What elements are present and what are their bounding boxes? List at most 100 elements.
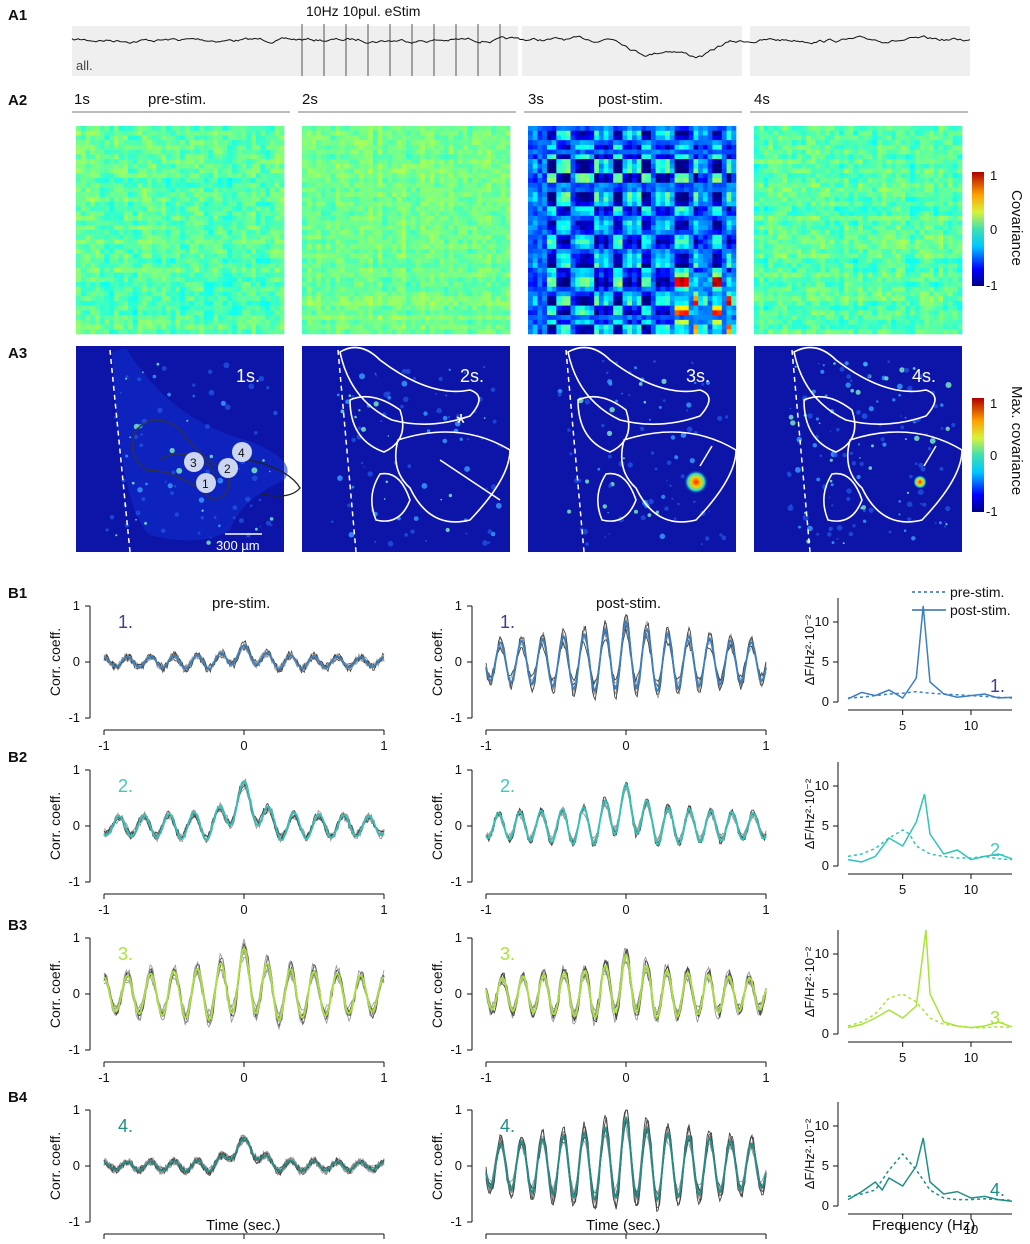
corr-plot-row2-post: 1 0 -1 -1 0 1 Corr. coeff. 2. [429, 762, 770, 917]
x-tick-label: 0 [240, 738, 247, 753]
a2-cbar-title: Covariance [1008, 190, 1025, 266]
legend-post-label: post-stim. [950, 602, 1011, 618]
mean-trace-line [103, 779, 385, 841]
psd-post-line [847, 929, 1013, 1029]
y-tick-label: 0 [822, 694, 829, 709]
a2-sec-2: 2s [302, 91, 318, 108]
single-trace-line [485, 1117, 767, 1205]
y-tick-label: 5 [822, 1158, 829, 1173]
x-tick-label: 10 [964, 1222, 978, 1237]
row-number-label: 3. [500, 944, 515, 964]
psd-y-axis-label: ΔF/Hz²·10⁻² [802, 946, 817, 1017]
y-tick-label: -1 [68, 1042, 80, 1057]
a2-matrix-4 [754, 126, 963, 335]
panel-label-b1: B1 [8, 585, 27, 602]
b-legend: pre-stim. post-stim. [912, 584, 1011, 618]
single-trace-line [103, 938, 385, 1031]
y-tick-label: -1 [450, 874, 462, 889]
y-tick-label: 0 [822, 1026, 829, 1041]
y-tick-label: -1 [68, 1214, 80, 1229]
row-number-label: 2. [118, 776, 133, 796]
a2-matrix-2 [302, 126, 511, 335]
y-tick-label: 0 [455, 986, 462, 1001]
corr-plot-row3-pre: 1 0 -1 -1 0 1 Corr. coeff. 3. [47, 930, 388, 1085]
single-trace-line [485, 1116, 767, 1202]
y-tick-label: 0 [455, 654, 462, 669]
psd-row-number: 3. [990, 1008, 1005, 1028]
y-tick-label: -1 [68, 710, 80, 725]
x-tick-label: 1 [380, 1242, 387, 1244]
a3-roi-2: 2 [224, 462, 231, 476]
a2-matrix-3 [528, 126, 737, 335]
single-trace-line [485, 1117, 767, 1202]
corr-plot-row4-post: 1 0 -1 -1 0 1 Corr. coeff. 4. [429, 1102, 770, 1244]
row-number-label: 3. [118, 944, 133, 964]
psd-y-axis-label: ΔF/Hz²·10⁻² [802, 1118, 817, 1189]
row-number-label: 1. [118, 612, 133, 632]
corr-plot-row2-pre: 1 0 -1 -1 0 1 Corr. coeff. 2. [47, 762, 388, 917]
single-trace-line [485, 1120, 767, 1202]
single-trace-line [485, 628, 767, 686]
x-tick-label: -1 [480, 902, 492, 917]
single-trace-line [103, 778, 385, 844]
panel-label-a2: A2 [8, 92, 27, 109]
x-tick-label: 1 [762, 738, 769, 753]
x-tick-label: -1 [480, 1242, 492, 1244]
x-tick-label: 10 [964, 1050, 978, 1065]
a2-cbar-tick-bot: -1 [986, 278, 998, 293]
b-xlabel-time-pre: Time (sec.) [206, 1217, 280, 1234]
b-col-title-post: post-stim. [596, 595, 661, 612]
y-tick-label: 5 [822, 986, 829, 1001]
y-axis-label: Corr. coeff. [47, 960, 63, 1028]
y-tick-label: -1 [450, 1214, 462, 1229]
a2-cbar-tick-top: 1 [990, 168, 997, 183]
single-trace-line [485, 949, 767, 1022]
y-tick-label: 5 [822, 818, 829, 833]
y-tick-label: 0 [73, 1158, 80, 1173]
x-tick-label: -1 [98, 738, 110, 753]
x-tick-label: 0 [622, 1242, 629, 1244]
a2-cbar-tick-mid: 0 [990, 222, 997, 237]
psd-post-line [847, 793, 1013, 863]
x-tick-label: 0 [622, 902, 629, 917]
legend-pre-label: pre-stim. [950, 584, 1004, 600]
x-tick-label: -1 [480, 1070, 492, 1085]
mean-trace-line [103, 946, 385, 1022]
x-tick-label: 0 [240, 1242, 247, 1244]
mean-trace-line [103, 1137, 385, 1173]
x-tick-label: 1 [380, 902, 387, 917]
a3-roi-4: 4 [238, 446, 245, 460]
single-trace-line [485, 958, 767, 1015]
b-xlabel-time-post: Time (sec.) [586, 1217, 660, 1234]
y-axis-label: Corr. coeff. [47, 1132, 63, 1200]
y-tick-label: 1 [73, 930, 80, 945]
psd-y-axis-label: ΔF/Hz²·10⁻² [802, 778, 817, 849]
psd-post-line [847, 1137, 1013, 1202]
row-number-label: 1. [500, 612, 515, 632]
a3-sec-1: 1s. [236, 366, 260, 386]
x-tick-label: 0 [240, 1070, 247, 1085]
x-tick-label: 5 [899, 718, 906, 733]
single-trace-line [485, 613, 767, 702]
panel-label-b3: B3 [8, 917, 27, 934]
a1-trace-line [71, 35, 971, 59]
single-trace-line [485, 1109, 767, 1213]
y-tick-label: 1 [73, 1102, 80, 1117]
y-tick-label: -1 [450, 1042, 462, 1057]
single-trace-line [485, 621, 767, 697]
a3-scalebar: 300 µm [216, 538, 260, 553]
y-tick-label: 0 [455, 818, 462, 833]
b-xlabel-freq: Frequency (Hz) [872, 1217, 975, 1234]
mean-trace-line [485, 952, 767, 1020]
psd-pre-line [847, 993, 1013, 1029]
x-tick-label: 5 [899, 882, 906, 897]
panel-label-a1: A1 [8, 7, 27, 24]
single-trace-line [103, 783, 385, 841]
single-trace-line [103, 956, 385, 1016]
a3-cbar-tick-top: 1 [990, 396, 997, 411]
y-tick-label: 5 [822, 654, 829, 669]
y-tick-label: 1 [455, 1102, 462, 1117]
single-trace-line [103, 780, 385, 843]
